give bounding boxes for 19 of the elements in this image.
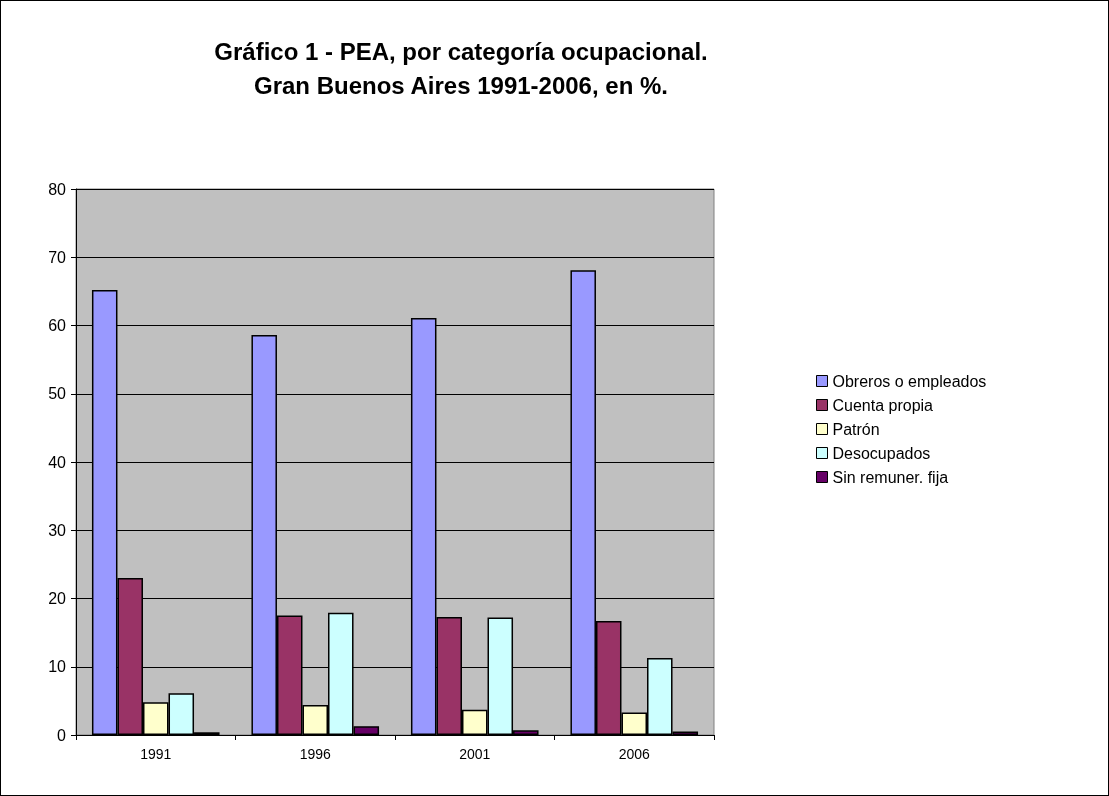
legend-label: Sin remuner. fija [832,468,949,486]
y-tick-label: 10 [48,658,67,676]
y-tick-label: 70 [48,248,67,266]
legend-label: Patrón [832,420,880,438]
legend-label: Obreros o empleados [832,372,987,390]
y-tick-label: 80 [48,180,67,198]
y-tick-label: 20 [48,590,67,607]
y-tick-label: 50 [48,385,67,403]
y-tick-label: 0 [57,726,67,744]
y-tick-label: 30 [48,521,67,539]
x-tick-label: 2001 [459,746,491,762]
legend-label: Desocupados [832,444,931,462]
x-tick-label: 2006 [618,746,651,762]
chart-title: Gráfico 1 - PEA, por categoría ocupacional. Gran Buenos Aires 1991-2006, en %. [214,37,708,99]
y-tick-label: 40 [48,453,67,471]
legend-label: Cuenta propia [832,396,934,414]
x-tick-label: 1991 [140,746,172,762]
y-tick-label: 60 [48,317,67,334]
x-tick-label: 1996 [299,746,332,762]
